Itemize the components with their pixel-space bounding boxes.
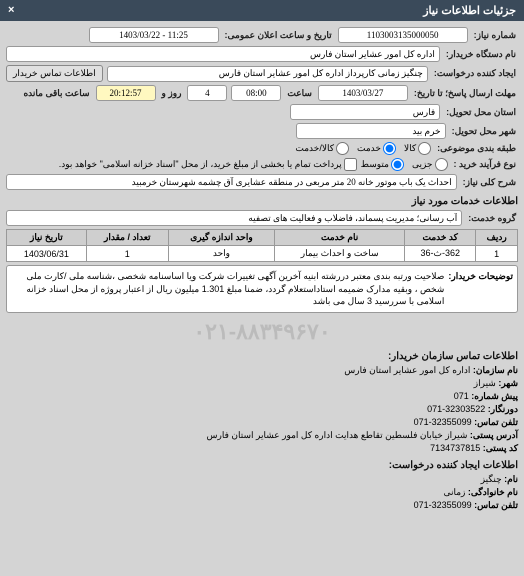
- fam-value: زمانی: [443, 487, 465, 497]
- fam-label: نام خانوادگی:: [468, 487, 518, 497]
- need-info-title: اطلاعات خدمات مورد نیاز: [6, 196, 518, 207]
- radio-khedmat[interactable]: خدمت: [357, 142, 396, 155]
- services-table: ردیفکد خدمتنام خدمتواحد اندازه گیریتعداد…: [6, 229, 518, 262]
- org-value: اداره کل امور عشایر استان فارس: [344, 365, 470, 375]
- radio-both[interactable]: کالا/خدمت: [295, 142, 349, 155]
- table-header: نام خدمت: [275, 230, 405, 246]
- table-header: تاریخ نیاز: [7, 230, 87, 246]
- time2-input: [96, 85, 156, 101]
- title-label: شرح کلی نیاز:: [461, 177, 518, 188]
- fax-value: 32303522-071: [427, 404, 485, 414]
- radio-motavaset[interactable]: متوسط: [361, 158, 404, 171]
- desc-label: توضیحات خریدار:: [448, 270, 513, 308]
- content: شماره نیاز: تاریخ و ساعت اعلان عمومی: نا…: [0, 21, 524, 519]
- group-label: گروه خدمت:: [466, 213, 518, 224]
- deadline-date[interactable]: [318, 85, 408, 101]
- table-cell: 1: [86, 246, 168, 262]
- watermark: ۰۲۱-۸۸۳۴۹۶۷۰: [6, 319, 518, 345]
- radio-jozi[interactable]: جزیی: [412, 158, 448, 171]
- deadline-label: مهلت ارسال پاسخ؛ تا تاریخ:: [412, 88, 518, 99]
- city2-label: شهر:: [498, 378, 518, 388]
- contact-button[interactable]: اطلاعات تماس خریدار: [6, 65, 103, 82]
- table-row: 1362-ث-36ساخت و احداث بیمارواحد11403/06/…: [7, 246, 518, 262]
- subject-label: طبقه بندی موضوعی:: [435, 143, 518, 154]
- days-input[interactable]: [187, 85, 227, 101]
- group-input[interactable]: [6, 210, 462, 226]
- post-value: 7134737815: [430, 443, 480, 453]
- announce-label: تاریخ و ساعت اعلان عمومی:: [223, 30, 334, 41]
- tel-label: تلفن تماس:: [474, 417, 518, 427]
- city-label: شهر محل تحویل:: [450, 126, 518, 137]
- pre-label: پیش شماره:: [471, 391, 518, 401]
- province-input[interactable]: [290, 104, 440, 120]
- close-icon[interactable]: ×: [8, 4, 14, 16]
- city-input[interactable]: [296, 123, 446, 139]
- addr-value: شیراز خیابان فلسطین تقاطع هدایت اداره کل…: [207, 430, 468, 440]
- table-header: ردیف: [476, 230, 518, 246]
- desc-text: صلاحیت ورتبه بندی معتبر دررشته ابنیه آخر…: [11, 270, 444, 308]
- buy-type-label: نوع فرآیند خرید :: [452, 159, 519, 170]
- time1-label: ساعت: [285, 88, 314, 99]
- post-label: کد پستی:: [483, 443, 518, 453]
- name-value: چنگیز: [481, 474, 502, 484]
- table-cell: 1: [476, 246, 518, 262]
- tel2-value: 32355099-071: [414, 500, 472, 510]
- org-label: نام سازمان:: [473, 365, 518, 375]
- check-note[interactable]: پرداخت تمام یا بخشی از مبلغ خرید، از محل…: [59, 158, 357, 171]
- time1-input[interactable]: [231, 85, 281, 101]
- table-header: واحد اندازه گیری: [168, 230, 274, 246]
- table-cell: 362-ث-36: [405, 246, 476, 262]
- table-cell: واحد: [168, 246, 274, 262]
- table-header: کد خدمت: [405, 230, 476, 246]
- radio-kala[interactable]: کالا: [404, 142, 431, 155]
- fax-label: دورنگار:: [488, 404, 518, 414]
- addr-label: آدرس پستی:: [470, 430, 518, 440]
- buyer-input[interactable]: [6, 46, 440, 62]
- days-label: روز و: [160, 88, 184, 99]
- name-label: نام:: [504, 474, 518, 484]
- header: × جزئیات اطلاعات نیاز: [0, 0, 524, 21]
- description-box: توضیحات خریدار: صلاحیت ورتبه بندی معتبر …: [6, 265, 518, 313]
- announce-input[interactable]: [89, 27, 219, 43]
- creator-section: اطلاعات ایجاد کننده درخواست:: [6, 460, 518, 471]
- table-header: تعداد / مقدار: [86, 230, 168, 246]
- table-cell: ساخت و احداث بیمار: [275, 246, 405, 262]
- tel2-label: تلفن تماس:: [474, 500, 518, 510]
- req-no-input[interactable]: [338, 27, 468, 43]
- creator-label: ایجاد کننده درخواست:: [432, 68, 518, 79]
- pre-value: 071: [454, 391, 469, 401]
- title-input[interactable]: [6, 174, 457, 190]
- table-cell: 1403/06/31: [7, 246, 87, 262]
- buyer-label: نام دستگاه خریدار:: [444, 49, 518, 60]
- province-label: استان محل تحویل:: [444, 107, 518, 118]
- req-no-label: شماره نیاز:: [472, 30, 518, 41]
- contact-section: اطلاعات تماس سازمان خریدار:: [6, 351, 518, 362]
- header-title: جزئیات اطلاعات نیاز: [423, 5, 516, 17]
- creator-input[interactable]: [107, 66, 428, 82]
- city2-value: شیراز: [474, 378, 496, 388]
- tel-value: 32355099-071: [414, 417, 472, 427]
- time2-label: ساعت باقی مانده: [21, 88, 91, 99]
